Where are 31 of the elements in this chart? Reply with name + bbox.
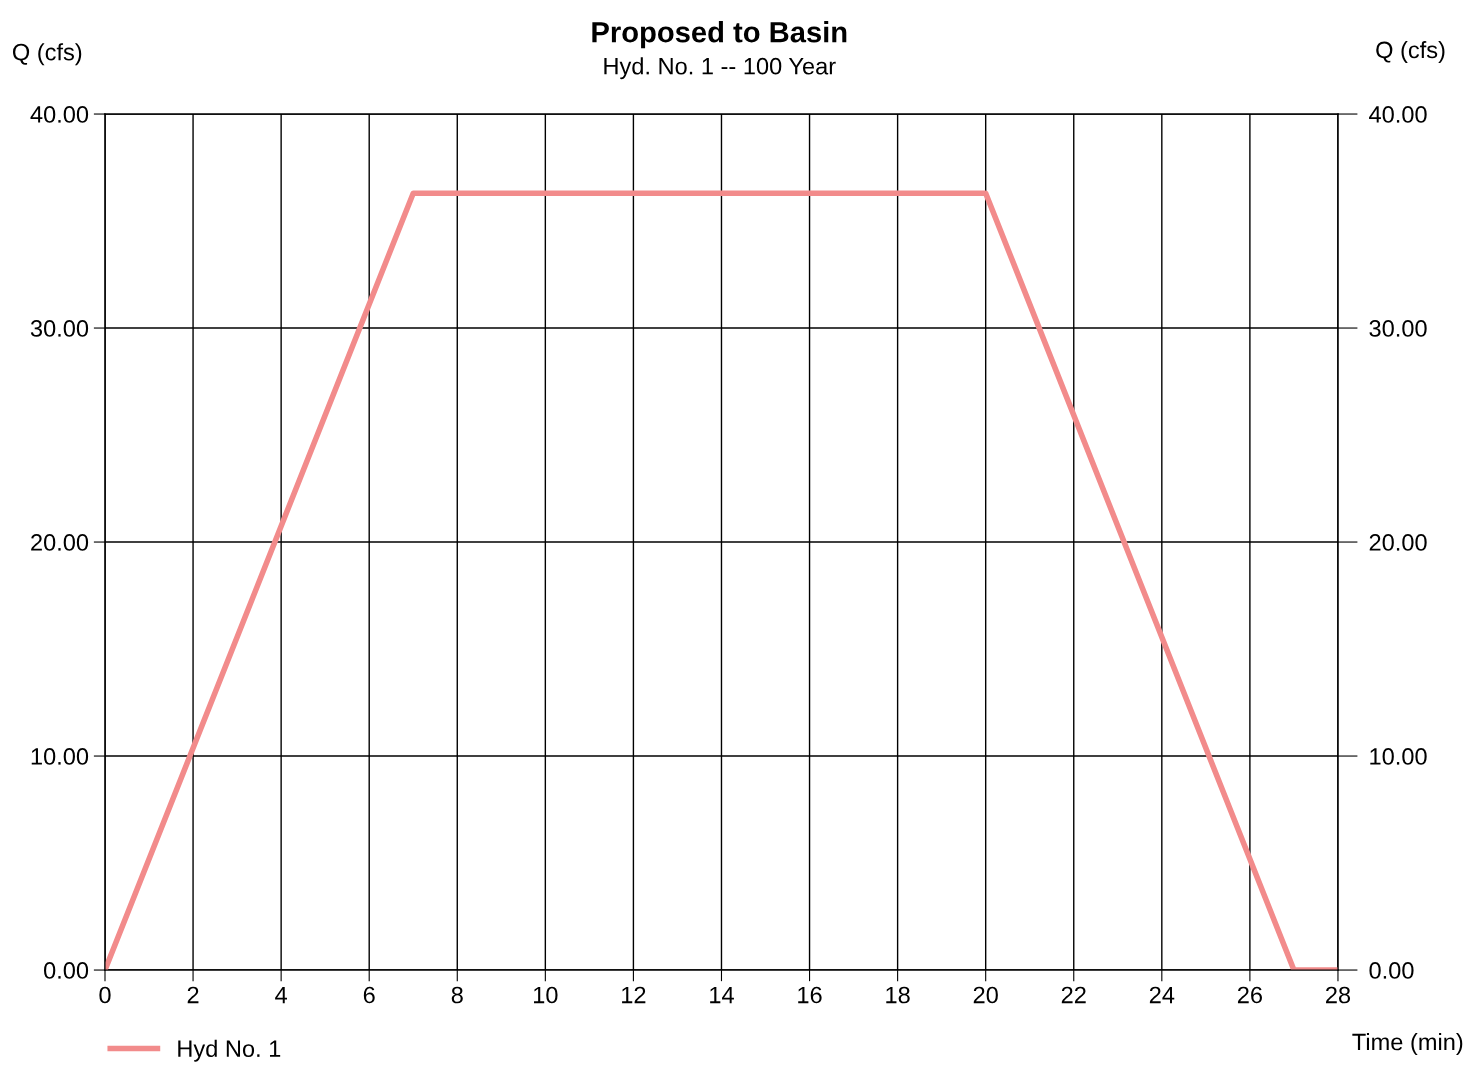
y2-tick-label: 10.00 bbox=[1370, 748, 1427, 765]
x-tick-label: 20 bbox=[973, 986, 998, 1004]
x-tick-label: 16 bbox=[798, 986, 822, 1004]
y2-axis-title: Q (cfs) bbox=[1376, 40, 1445, 63]
x-axis-title: Time (min) bbox=[1352, 1033, 1463, 1056]
y-axis-title: Q (cfs) bbox=[12, 43, 82, 66]
x-tick-label: 26 bbox=[1237, 986, 1262, 1004]
y-tick-label: 40.00 bbox=[30, 106, 89, 123]
y2-tick-label: 20.00 bbox=[1369, 534, 1427, 551]
y2-tick-label: 30.00 bbox=[1369, 320, 1427, 337]
x-tick-label: 28 bbox=[1326, 986, 1351, 1004]
y2-tick-label: 0.00 bbox=[1369, 962, 1414, 979]
chart-subtitle: Hyd. No. 1 -- 100 Year bbox=[604, 57, 836, 80]
x-tick-label: 24 bbox=[1149, 986, 1175, 1004]
x-tick-label: 18 bbox=[886, 986, 910, 1004]
chart-title: Proposed to Basin bbox=[592, 21, 847, 49]
y-tick-label: 30.00 bbox=[30, 320, 89, 337]
x-tick-label: 22 bbox=[1061, 986, 1086, 1004]
y2-tick-label: 40.00 bbox=[1369, 106, 1427, 123]
x-tick-label: 8 bbox=[451, 986, 463, 1004]
y-tick-label: 0.00 bbox=[44, 962, 89, 979]
x-tick-label: 2 bbox=[187, 986, 199, 1004]
x-tick-label: 10 bbox=[534, 986, 558, 1004]
x-tick-label: 6 bbox=[363, 986, 375, 1004]
x-tick-label: 0 bbox=[99, 986, 111, 1004]
x-tick-label: 12 bbox=[622, 986, 646, 1004]
x-tick-label: 14 bbox=[710, 986, 734, 1004]
y-tick-label: 10.00 bbox=[31, 748, 89, 765]
legend-label: Hyd No. 1 bbox=[178, 1039, 281, 1062]
y-tick-label: 20.00 bbox=[31, 534, 89, 551]
x-tick-label: 4 bbox=[275, 986, 288, 1004]
